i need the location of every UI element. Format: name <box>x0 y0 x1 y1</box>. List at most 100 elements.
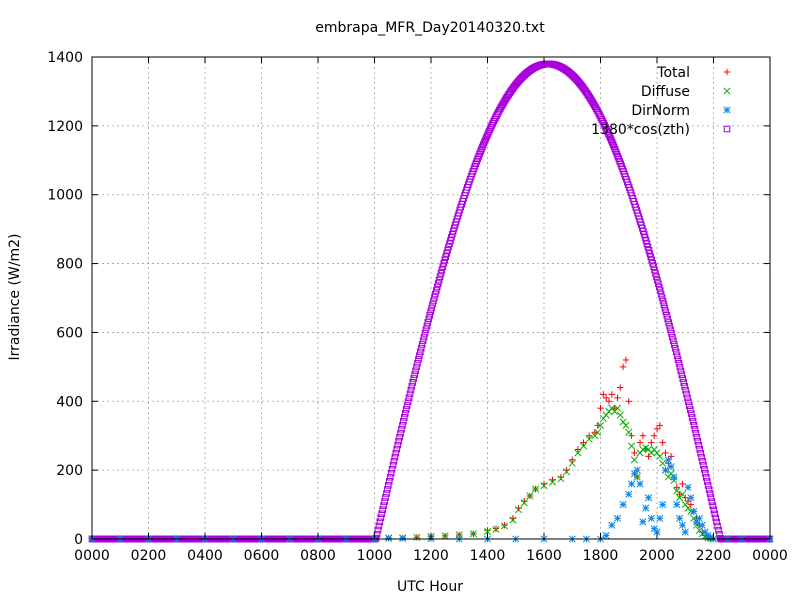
data-point <box>607 134 614 142</box>
data-point <box>652 270 659 277</box>
data-point <box>663 312 671 319</box>
data-point <box>684 394 691 402</box>
data-point <box>378 510 386 518</box>
y-tick-label: 1400 <box>47 50 83 66</box>
data-point <box>699 457 706 465</box>
data-point <box>483 132 491 140</box>
data-point <box>420 333 428 341</box>
data-point <box>662 308 670 316</box>
chart-title: embrapa_MFR_Day20140320.txt <box>315 20 545 36</box>
data-point <box>654 276 661 284</box>
data-point <box>389 461 397 469</box>
x-tick-label: 0600 <box>244 548 280 564</box>
data-point <box>707 494 715 501</box>
data-point <box>651 266 658 274</box>
data-point <box>483 527 492 535</box>
data-point <box>644 494 653 502</box>
data-point <box>429 301 436 308</box>
data-point <box>649 260 656 267</box>
data-point <box>613 404 622 412</box>
data-point <box>394 441 402 449</box>
data-point <box>682 386 689 394</box>
data-point <box>433 287 440 294</box>
data-point <box>712 514 720 522</box>
data-point <box>671 341 678 348</box>
data-point <box>659 297 667 305</box>
data-point <box>385 482 392 489</box>
data-point <box>702 470 709 477</box>
data-point <box>484 130 492 137</box>
data-point <box>666 322 673 330</box>
data-point <box>677 367 685 375</box>
data-point <box>713 518 720 526</box>
data-point <box>665 319 672 326</box>
data-point <box>622 356 630 364</box>
data-point <box>604 128 611 135</box>
y-tick-label: 1000 <box>47 188 83 204</box>
data-point <box>579 442 588 450</box>
data-point <box>432 290 439 298</box>
data-point <box>667 326 674 334</box>
data-point <box>703 478 711 485</box>
data-point <box>683 390 690 398</box>
data-point <box>676 514 684 522</box>
data-point <box>668 330 675 337</box>
data-point <box>438 266 446 274</box>
data-point <box>602 532 610 540</box>
data-point <box>650 432 658 439</box>
data-point <box>678 371 686 379</box>
x-tick-label: 0000 <box>752 548 788 564</box>
data-point <box>690 422 698 429</box>
data-point <box>401 410 409 417</box>
data-point <box>658 294 666 301</box>
data-point <box>585 435 593 443</box>
data-point <box>711 510 719 518</box>
legend-marker <box>723 106 731 114</box>
y-tick-label: 0 <box>74 532 83 548</box>
data-point <box>648 439 655 446</box>
data-point <box>586 432 593 439</box>
legend-label: Total <box>656 65 690 81</box>
data-point <box>608 391 615 398</box>
data-point <box>428 304 435 312</box>
data-point <box>681 528 689 536</box>
data-point <box>698 453 705 461</box>
data-point <box>397 429 404 437</box>
data-point <box>694 437 702 445</box>
y-tick-label: 200 <box>56 463 83 479</box>
data-point <box>411 371 418 378</box>
data-point <box>714 522 721 530</box>
data-point <box>594 428 602 436</box>
data-point <box>672 348 680 356</box>
data-point <box>479 143 486 151</box>
data-point <box>380 502 387 509</box>
data-point <box>385 477 393 485</box>
data-point <box>607 136 615 144</box>
data-point <box>396 433 403 441</box>
x-tick-label: 1600 <box>526 548 562 564</box>
data-point <box>619 501 627 509</box>
data-point <box>678 490 686 498</box>
data-point <box>684 483 692 491</box>
data-point <box>409 378 417 386</box>
data-point <box>437 270 445 277</box>
x-tick-label: 0400 <box>187 548 223 564</box>
data-point <box>669 333 676 341</box>
x-tick-label: 1400 <box>470 548 506 564</box>
data-point <box>616 411 624 419</box>
data-point <box>531 485 540 493</box>
data-point <box>379 506 386 513</box>
data-point <box>580 439 587 446</box>
data-point <box>601 122 608 129</box>
data-point <box>376 518 384 526</box>
data-point <box>680 379 688 386</box>
x-tick-label: 1200 <box>413 548 449 564</box>
data-point <box>692 521 701 529</box>
data-point <box>401 414 408 421</box>
data-point <box>413 363 420 371</box>
data-point <box>436 273 444 281</box>
data-point <box>375 522 383 530</box>
data-point <box>381 498 388 505</box>
data-point <box>675 360 683 367</box>
legend-marker <box>723 125 731 133</box>
